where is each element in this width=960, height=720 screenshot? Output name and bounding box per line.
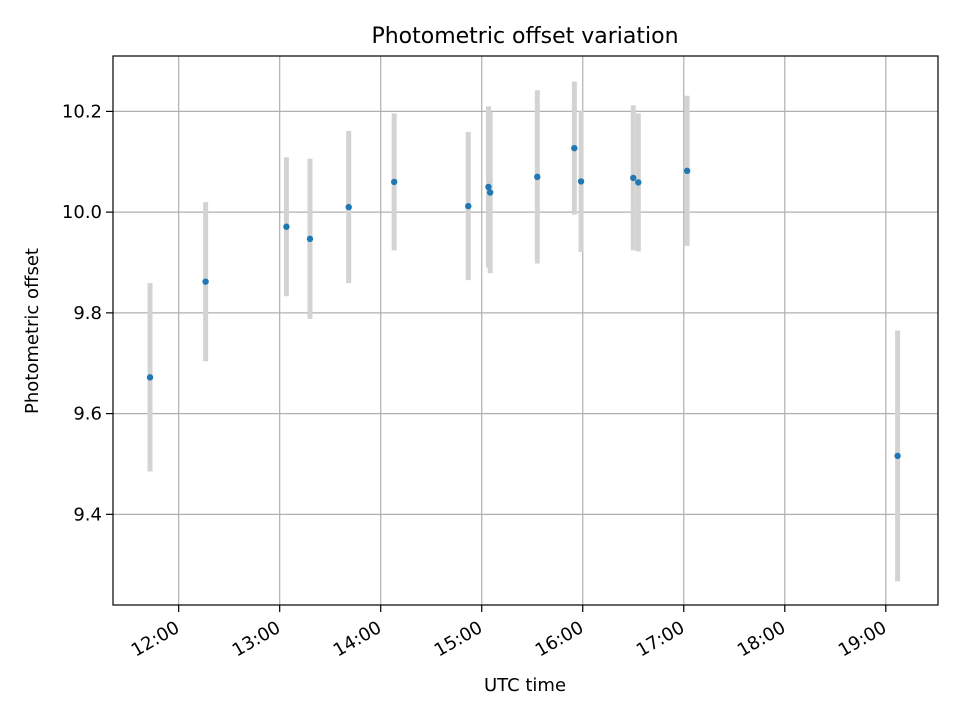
- data-point: [146, 374, 154, 381]
- y-axis-label: Photometric offset: [22, 248, 43, 414]
- y-tick-label: 9.4: [73, 504, 102, 525]
- grid: [113, 56, 938, 605]
- plot-area: [113, 56, 938, 605]
- plot-frame: [112, 55, 939, 606]
- data-point: [683, 167, 691, 175]
- y-tick-label: 9.6: [73, 404, 102, 425]
- x-axis-label: UTC time: [484, 675, 566, 696]
- data-point: [390, 178, 398, 186]
- chart-title: Photometric offset variation: [371, 24, 678, 49]
- data-point: [485, 183, 492, 191]
- data-point: [577, 178, 585, 185]
- y-tick-label: 10.2: [62, 101, 102, 122]
- data-point: [571, 144, 578, 152]
- y-tick-label: 9.8: [73, 303, 102, 324]
- data-point: [486, 189, 494, 196]
- data-point: [534, 173, 541, 181]
- data-point: [635, 179, 642, 186]
- data-points: [146, 144, 901, 460]
- data-point: [202, 278, 209, 285]
- y-tick-label: 10.0: [62, 202, 102, 223]
- data-point: [630, 174, 637, 182]
- data-point: [465, 202, 472, 210]
- data-point: [894, 452, 901, 460]
- data-point: [345, 203, 352, 211]
- y-axis-ticks: 9.4 9.6 9.8 10.0 10.2: [62, 101, 113, 525]
- data-point: [306, 235, 314, 243]
- data-point: [283, 223, 290, 230]
